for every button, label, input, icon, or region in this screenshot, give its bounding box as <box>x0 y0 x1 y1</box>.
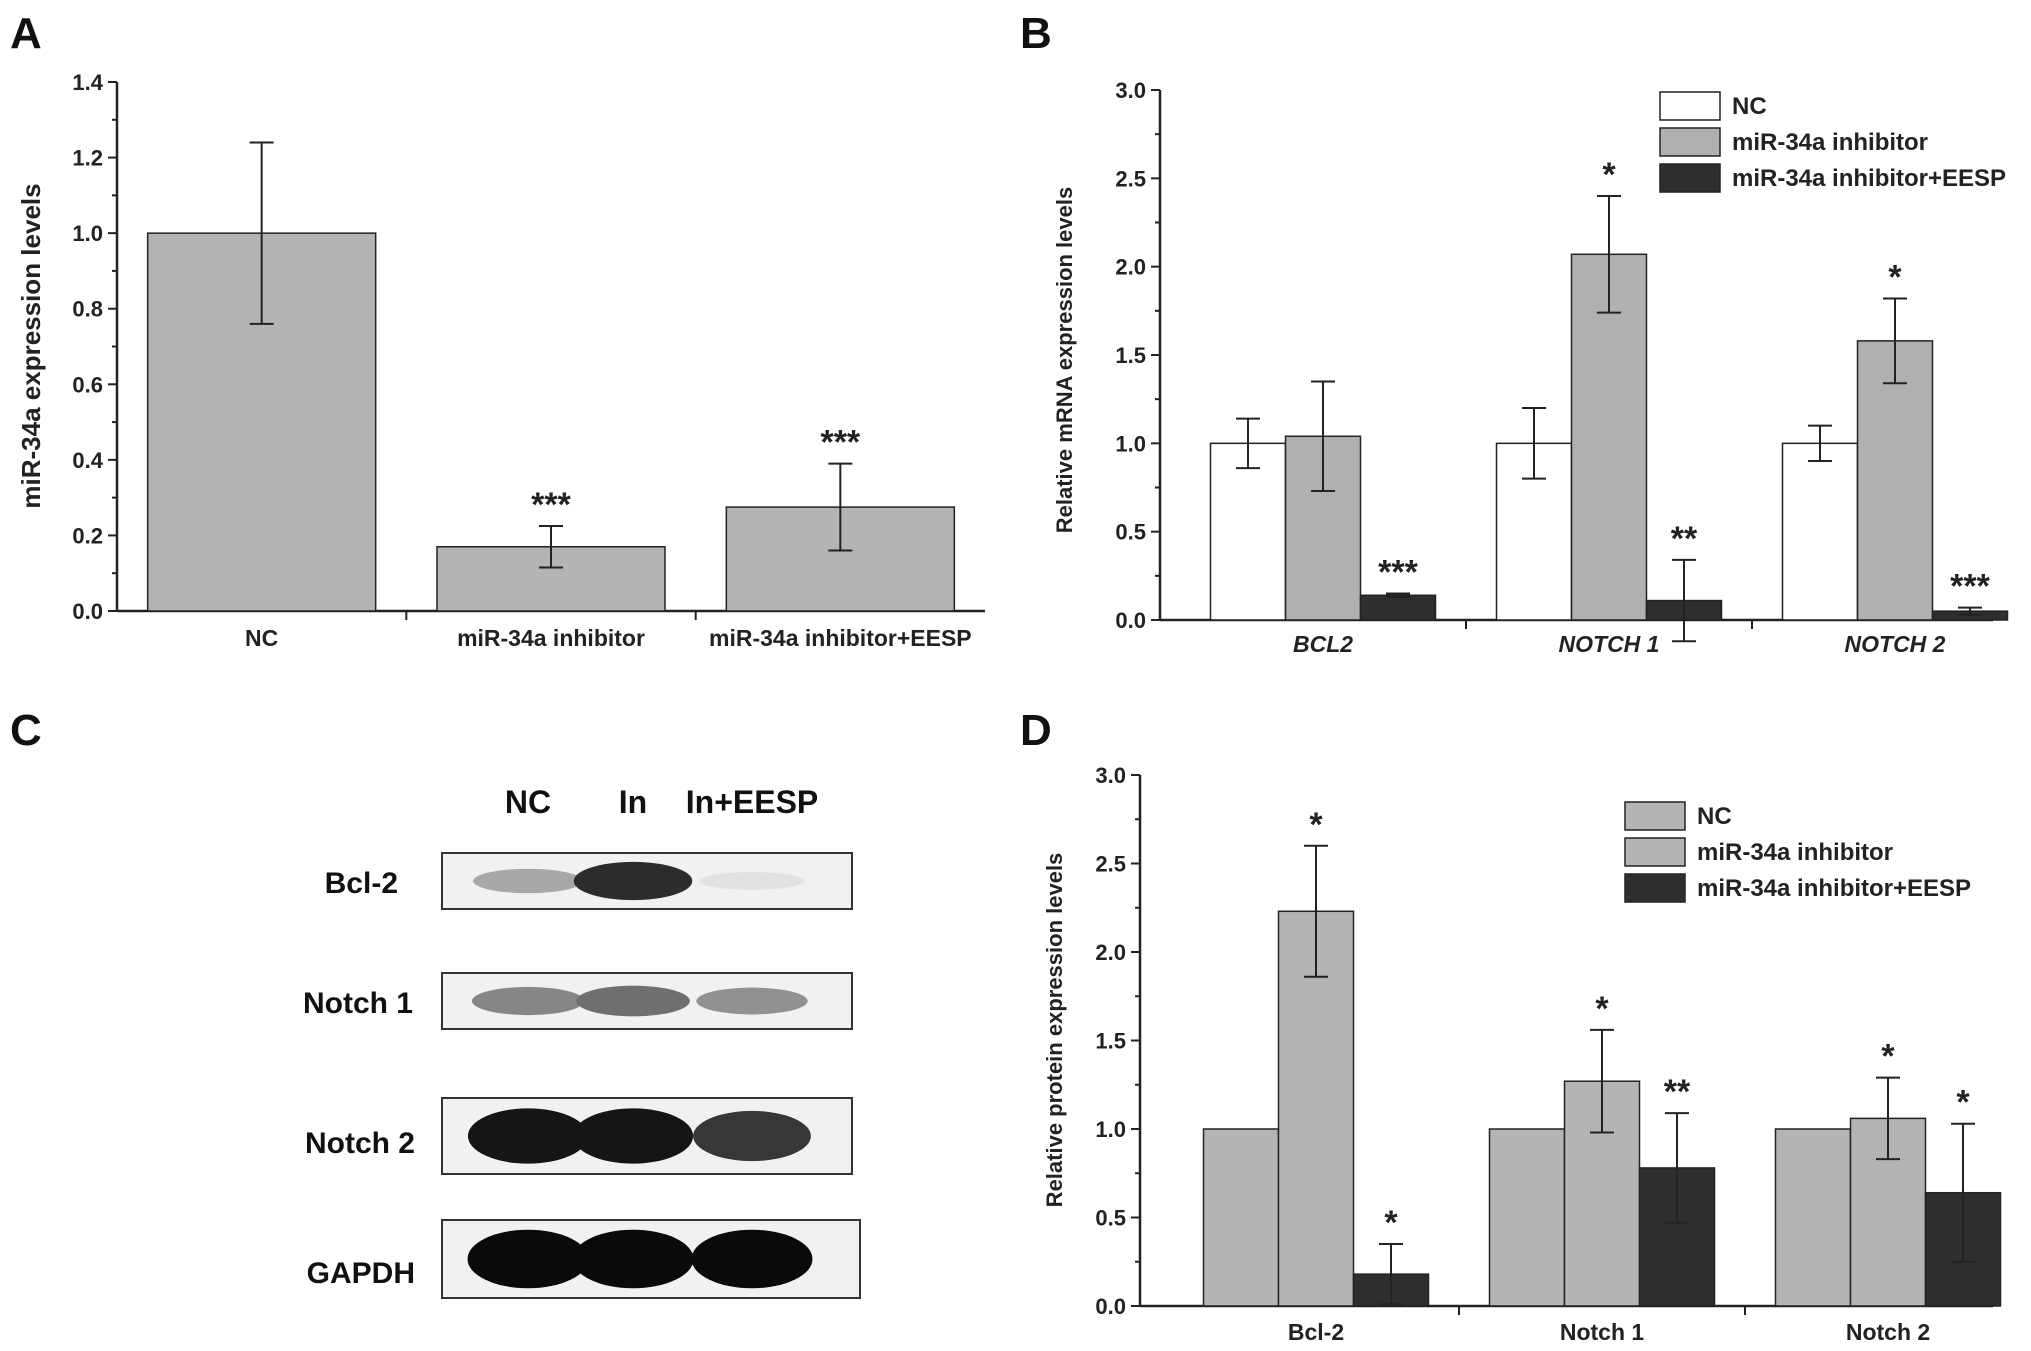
bar <box>1570 253 1648 621</box>
significance-label: * <box>1602 156 1616 194</box>
significance-label: *** <box>1950 568 1990 606</box>
western-blot: NC In In+EESP Bcl-2 Notch 1 Notch 2 GAPD… <box>303 784 861 1299</box>
y-tick-label: 0.4 <box>72 448 103 473</box>
legend-label: miR-34a inhibitor <box>1697 839 1893 866</box>
y-tick-label: 0.0 <box>72 599 103 624</box>
x-tick-label: miR-34a inhibitor <box>457 625 645 651</box>
x-tick-label: Notch 2 <box>1846 1319 1930 1345</box>
blot-band <box>693 1110 811 1162</box>
legend-swatch <box>1624 837 1686 867</box>
blot-band <box>467 1108 589 1164</box>
y-tick-label: 3.0 <box>1095 763 1126 788</box>
x-tick-label: Notch 1 <box>1560 1319 1645 1345</box>
significance-label: *** <box>531 486 571 524</box>
y-tick-label: 1.0 <box>1115 431 1146 456</box>
x-tick-label: miR-34a inhibitor+EESP <box>709 625 972 651</box>
panel-letter-c: C <box>10 706 42 755</box>
blot-band <box>691 1229 813 1289</box>
blot-row-label: Notch 1 <box>303 987 413 1020</box>
legend-swatch <box>1659 163 1721 193</box>
significance-label: ** <box>1664 1073 1691 1111</box>
panel-letter-a: A <box>10 9 42 58</box>
bar <box>1781 442 1859 621</box>
x-tick-label: Bcl-2 <box>1288 1319 1344 1345</box>
y-tick-label: 0.0 <box>1095 1294 1126 1319</box>
legend-swatch <box>1659 127 1721 157</box>
y-axis-title: Relative protein expression levels <box>1042 853 1067 1208</box>
blot-band <box>696 987 808 1015</box>
blot-band <box>573 861 693 901</box>
legend-label: NC <box>1697 803 1732 830</box>
y-tick-label: 0.5 <box>1095 1206 1126 1231</box>
y-tick-label: 0.0 <box>1115 608 1146 633</box>
legend-label: NC <box>1732 93 1767 120</box>
chart-d: 0.0 0.5 1.0 1.5 2.0 2.5 3.0 Relative protein ex… <box>1042 763 2002 1345</box>
y-axis-title: Relative mRNA expression levels <box>1052 187 1077 533</box>
blot-row-label: Notch 2 <box>305 1127 415 1160</box>
blot-lane-label: In+EESP <box>686 784 819 820</box>
y-tick-label: 1.0 <box>72 221 103 246</box>
blot-band <box>572 1108 694 1164</box>
blot-band <box>467 1229 589 1289</box>
significance-label: * <box>1881 1038 1895 1076</box>
blot-lane-label: NC <box>505 784 551 820</box>
legend-swatch <box>1624 873 1686 903</box>
blot-row-label: GAPDH <box>307 1257 415 1290</box>
blot-band <box>471 986 585 1016</box>
y-tick-label: 3.0 <box>1115 78 1146 103</box>
y-tick-label: 1.5 <box>1115 343 1146 368</box>
x-tick-label: NOTCH 1 <box>1559 631 1660 657</box>
bar <box>1488 1128 1566 1307</box>
y-tick-label: 1.4 <box>72 70 103 95</box>
y-axis-title: miR-34a expression levels <box>16 183 46 508</box>
chart-b: 0.0 0.5 1.0 1.5 2.0 2.5 3.0 Relative mRNA expre… <box>1052 78 2009 657</box>
blot-band <box>572 1229 694 1289</box>
bar <box>1209 442 1287 621</box>
panel-letter-b: B <box>1020 9 1052 58</box>
blot-lane-label: In <box>619 784 647 820</box>
legend-label: miR-34a inhibitor+EESP <box>1732 165 2006 192</box>
bar <box>1359 594 1437 621</box>
y-tick-label: 1.0 <box>1095 1117 1126 1142</box>
bar <box>1856 340 1934 621</box>
significance-label: * <box>1888 258 1902 296</box>
legend-swatch <box>1624 801 1686 831</box>
x-tick-label: NC <box>245 625 278 651</box>
blot-band <box>576 985 690 1017</box>
legend-swatch <box>1659 91 1721 121</box>
y-tick-label: 2.5 <box>1095 852 1126 877</box>
y-tick-label: 2.0 <box>1095 940 1126 965</box>
legend-label: miR-34a inhibitor <box>1732 129 1928 156</box>
y-tick-label: 1.5 <box>1095 1029 1126 1054</box>
y-tick-label: 2.5 <box>1115 166 1146 191</box>
blot-band <box>473 868 583 894</box>
significance-label: * <box>1309 806 1323 844</box>
panel-letter-d: D <box>1020 706 1052 755</box>
x-tick-label: NOTCH 2 <box>1845 631 1946 657</box>
y-tick-label: 2.0 <box>1115 255 1146 280</box>
significance-label: *** <box>1378 554 1418 592</box>
y-tick-label: 0.6 <box>72 372 103 397</box>
blot-band <box>699 872 805 890</box>
significance-label: * <box>1595 990 1609 1028</box>
y-tick-label: 1.2 <box>72 146 103 171</box>
legend-label: miR-34a inhibitor+EESP <box>1697 875 1971 902</box>
x-tick-label: BCL2 <box>1293 631 1353 657</box>
blot-row-label: Bcl-2 <box>325 867 398 900</box>
chart-a: 0.0 0.2 0.4 0.6 0.8 1.0 1.2 1.4 miR-34a expressi… <box>16 70 985 651</box>
significance-label: * <box>1384 1204 1398 1242</box>
significance-label: *** <box>820 424 860 462</box>
y-tick-label: 0.8 <box>72 297 103 322</box>
significance-label: ** <box>1671 520 1698 558</box>
bar <box>1774 1128 1852 1307</box>
bar <box>1202 1128 1280 1307</box>
y-tick-label: 0.2 <box>72 523 103 548</box>
y-tick-label: 0.5 <box>1115 520 1146 545</box>
significance-label: * <box>1956 1084 1970 1122</box>
